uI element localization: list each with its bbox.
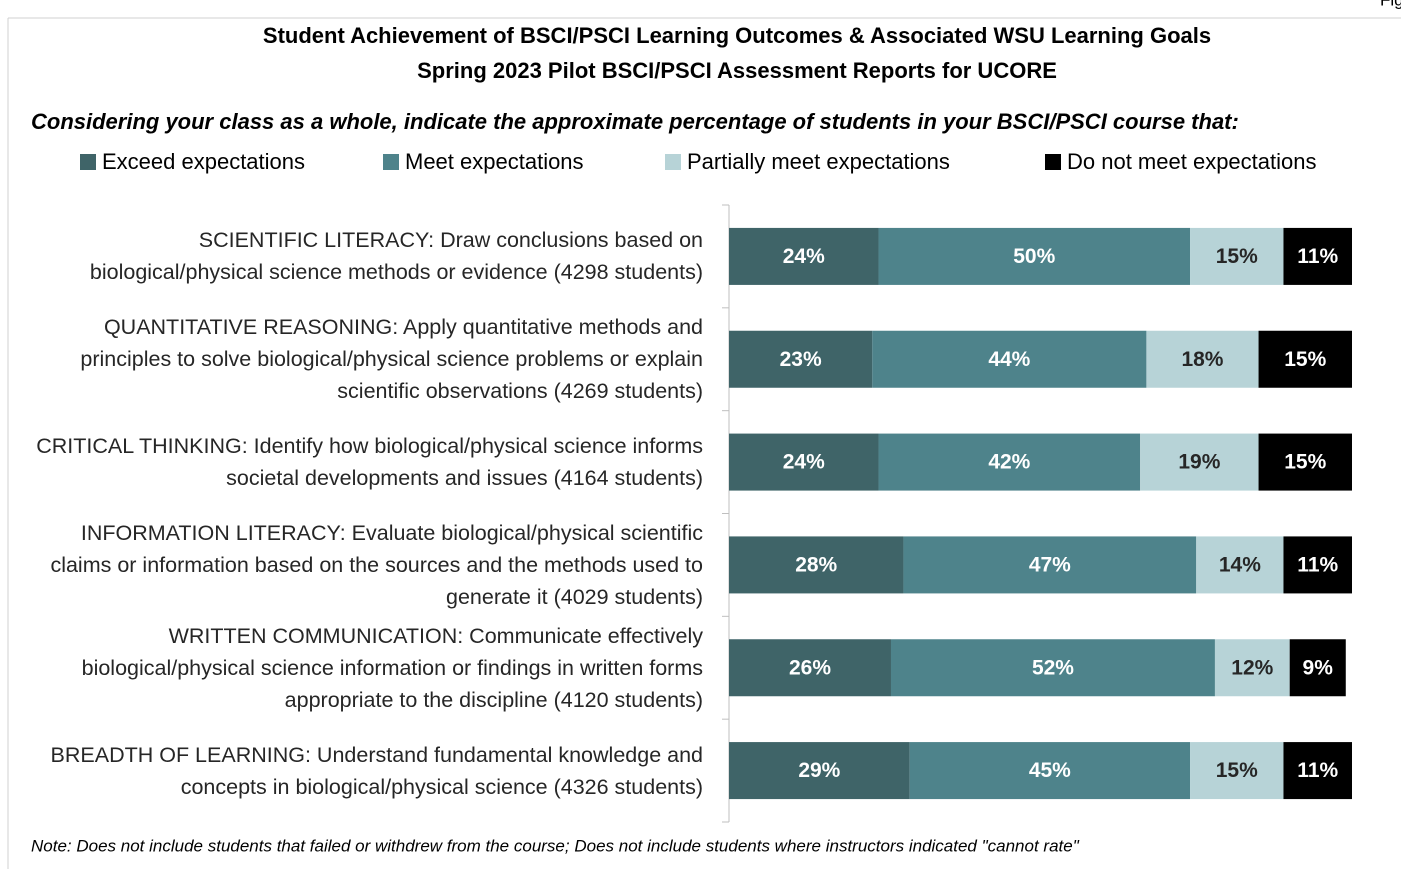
data-label: 50% [1013,245,1055,268]
data-label: 44% [988,348,1030,371]
data-label: 11% [1297,553,1338,576]
data-label: 19% [1178,451,1220,474]
legend-label: Partially meet expectations [687,149,950,174]
bar-segment [729,742,910,800]
bar-segment [1283,227,1352,285]
data-label: 18% [1181,348,1223,371]
question: Considering your class as a whole, indic… [31,109,1239,134]
bar-segment [729,227,879,285]
bar-segment [909,742,1191,800]
data-label: 14% [1219,553,1261,576]
category-label: BREADTH OF LEARNING: Understand fundamen… [50,742,703,799]
bar-segment [1258,330,1352,388]
bar-segment [1146,330,1259,388]
data-label: 24% [783,245,825,268]
bar-segment [878,433,1141,491]
data-label: 11% [1297,759,1338,782]
bar-segment [872,330,1147,388]
data-label: 24% [783,451,825,474]
bar-segment [903,536,1197,594]
category-label: SCIENTIFIC LITERACY: Draw conclusions ba… [89,228,703,285]
bar-segment [1289,639,1346,697]
data-label: 15% [1284,451,1326,474]
bar-segment [729,330,873,388]
data-label: 15% [1284,348,1326,371]
bar-segment [1140,433,1259,491]
legend-swatch [80,154,96,170]
bar-segment [1190,227,1284,285]
bar-segment [1283,536,1352,594]
legend-label: Meet expectations [405,149,584,174]
data-label: 29% [798,759,840,782]
legend-label: Exceed expectations [102,149,305,174]
bar-segment [729,433,879,491]
data-label: 47% [1029,553,1071,576]
data-label: 26% [789,656,831,679]
data-label: 45% [1029,759,1071,782]
bar-segment [1283,742,1352,800]
data-label: 15% [1216,759,1258,782]
data-label: 42% [988,451,1030,474]
category-label: WRITTEN COMMUNICATION: Communicate effec… [81,623,703,712]
chart-title: Student Achievement of BSCI/PSCI Learnin… [263,23,1211,48]
bar-segment [729,536,904,594]
legend-label: Do not meet expectations [1067,149,1316,174]
bar-segment [1214,639,1290,697]
chart-subtitle: Spring 2023 Pilot BSCI/PSCI Assessment R… [417,58,1057,83]
data-label: 12% [1231,656,1273,679]
bar-segment [890,639,1215,697]
bar-segment [1196,536,1284,594]
category-label: QUANTITATIVE REASONING: Apply quantitati… [80,315,703,404]
figure-label: Figure 1 [1380,0,1401,9]
legend-swatch [383,154,399,170]
data-label: 52% [1032,656,1074,679]
bar-segment [1258,433,1352,491]
legend-swatch [1045,154,1061,170]
bar-segment [729,639,891,697]
category-label: CRITICAL THINKING: Identify how biologic… [36,434,703,491]
data-label: 15% [1216,245,1258,268]
data-label: 23% [780,348,822,371]
data-label: 28% [795,553,837,576]
data-label: 9% [1303,656,1334,679]
note: Note: Does not include students that fai… [31,836,1080,855]
bar-segment [1190,742,1284,800]
bar-segment [878,227,1191,285]
category-label: INFORMATION LITERACY: Evaluate biologica… [50,520,703,609]
legend-swatch [665,154,681,170]
data-label: 11% [1297,245,1338,268]
